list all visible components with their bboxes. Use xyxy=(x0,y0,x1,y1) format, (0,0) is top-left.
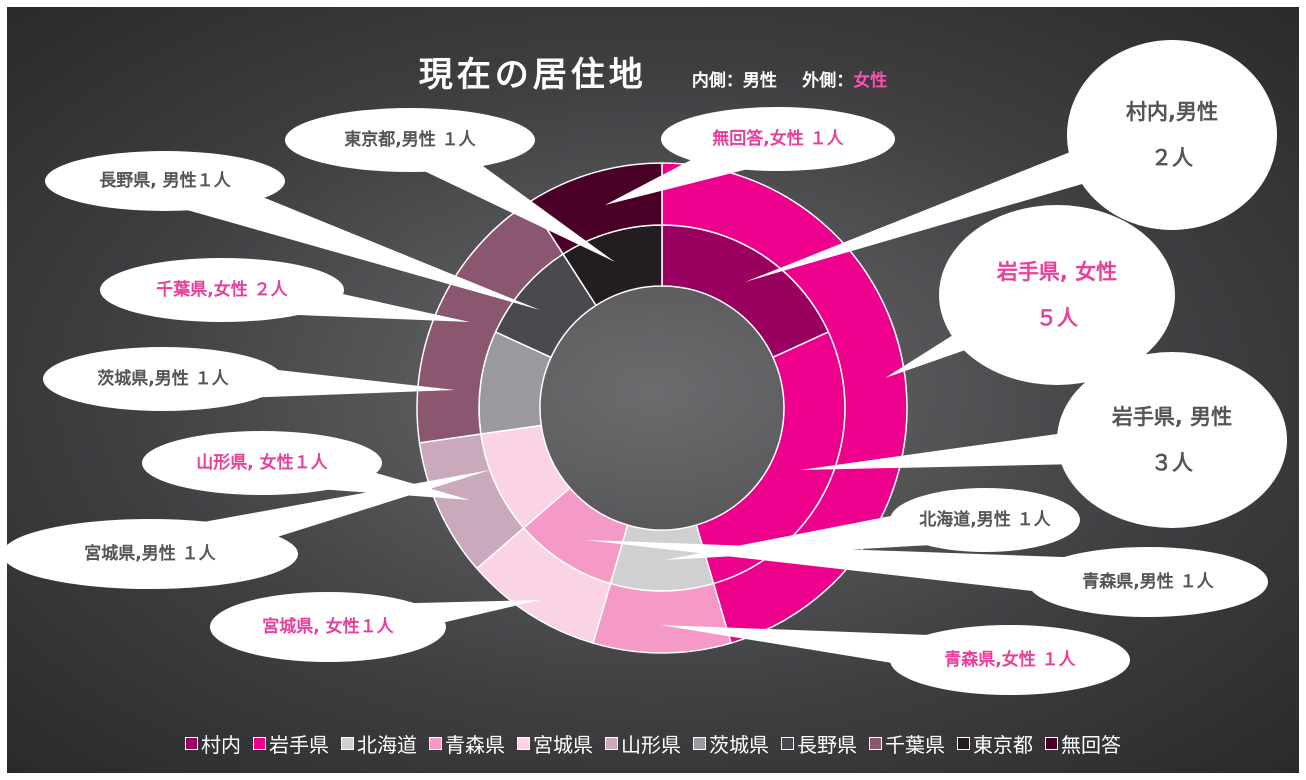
legend-swatch xyxy=(1045,737,1058,750)
callout-bubble xyxy=(100,258,344,322)
data-label: 宮城県,男性 １人 xyxy=(84,543,216,564)
data-label: 無回答,女性 １人 xyxy=(712,128,844,149)
legend-label: 千葉県 xyxy=(885,733,945,757)
callout-pointer xyxy=(585,540,1150,604)
callout-bubble xyxy=(7,519,298,589)
data-label: 山形県, 女性１人 xyxy=(196,452,328,473)
legend-label: 東京都 xyxy=(973,733,1033,757)
data-label: 東京都,男性 １人 xyxy=(344,129,476,150)
legend-swatch xyxy=(869,737,882,750)
chart-svg xyxy=(7,40,1287,695)
callout-bubble xyxy=(1057,352,1287,528)
legend-item: 千葉県 xyxy=(869,729,945,758)
legend-item: 山形県 xyxy=(605,729,681,758)
legend-swatch xyxy=(781,737,794,750)
legend-item: 岩手県 xyxy=(253,729,329,758)
data-label: 宮城県, 女性１人 xyxy=(262,616,394,637)
data-label: 茨城県,男性 １人 xyxy=(97,368,229,389)
data-label: 青森県,男性 １人 xyxy=(1082,571,1214,592)
callout-bubble xyxy=(43,347,283,411)
chart: 現在の居住地 内側：男性 外側：女性 村内 岩手県 北海道 青森県 宮城県 山形県 茨城県 長… xyxy=(7,7,1299,773)
callout-bubble xyxy=(890,488,1080,552)
callout-bubble xyxy=(939,205,1175,385)
data-label: 村内,男性 ２人 xyxy=(1126,99,1218,170)
legend-item: 無回答 xyxy=(1045,729,1121,758)
data-label: 岩手県, 男性 ３人 xyxy=(1111,404,1233,475)
ring-label: 内側： xyxy=(691,71,743,91)
series-name: 女性 xyxy=(853,71,888,91)
legend-item: 北海道 xyxy=(341,729,417,758)
legend-item: 村内 xyxy=(185,729,241,758)
chart-title: 現在の居住地 xyxy=(418,55,647,95)
legend-item: 茨城県 xyxy=(693,729,769,758)
legend-label: 宮城県 xyxy=(533,733,593,757)
callouts xyxy=(7,40,1287,695)
legend-swatch xyxy=(253,737,266,750)
legend-swatch xyxy=(429,737,442,750)
data-label: 長野県, 男性１人 xyxy=(99,170,231,191)
callout-bubble xyxy=(1028,547,1268,617)
legend-swatch xyxy=(185,737,198,750)
legend-label: 青森県 xyxy=(445,733,505,757)
callout-bubble xyxy=(661,107,895,171)
legend-swatch xyxy=(957,737,970,750)
legend-label: 北海道 xyxy=(357,733,417,757)
legend-item: 宮城県 xyxy=(517,729,593,758)
callout-bubble xyxy=(142,431,382,495)
ring-label: 外側： xyxy=(802,71,854,91)
legend-item: 東京都 xyxy=(957,729,1033,758)
legend-label: 長野県 xyxy=(797,733,857,757)
legend-label: 茨城県 xyxy=(709,733,769,757)
legend-swatch xyxy=(517,737,530,750)
callout-bubble xyxy=(210,592,446,662)
data-label: 北海道,男性 １人 xyxy=(919,509,1051,530)
legend-swatch xyxy=(605,737,618,750)
legend-label: 山形県 xyxy=(621,733,681,757)
legend-label: 村内 xyxy=(201,733,241,757)
data-label: 青森県,女性 １人 xyxy=(944,649,1076,670)
data-label: 岩手県, 女性 ５人 xyxy=(996,259,1118,330)
ring-segment xyxy=(592,582,732,654)
legend-swatch xyxy=(693,737,706,750)
callout-bubble xyxy=(890,625,1130,695)
legend-item: 長野県 xyxy=(781,729,857,758)
callout-bubble xyxy=(45,151,285,211)
legend-label: 岩手県 xyxy=(269,733,329,757)
legend-label: 無回答 xyxy=(1061,733,1121,757)
legend-item: 青森県 xyxy=(429,729,505,758)
data-label: 千葉県,女性 ２人 xyxy=(156,279,288,300)
callout-bubble xyxy=(285,108,535,172)
legend: 村内 岩手県 北海道 青森県 宮城県 山形県 茨城県 長野県 千葉県 東京都 無回答 xyxy=(7,729,1299,758)
callout-bubble xyxy=(1067,40,1277,230)
series-name: 男性 xyxy=(742,71,777,91)
legend-swatch xyxy=(341,737,354,750)
title-block: 現在の居住地 内側：男性 外側：女性 xyxy=(7,47,1299,96)
